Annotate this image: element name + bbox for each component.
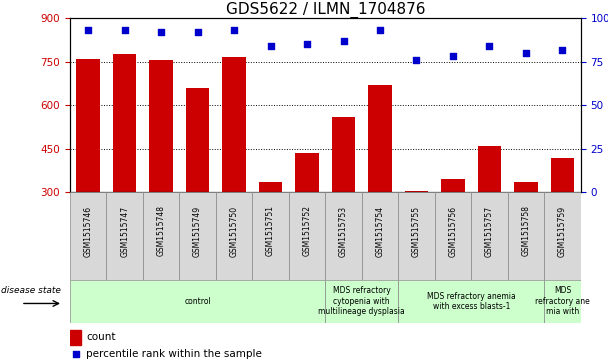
Point (71, 351, 80, 357)
Text: GSM1515751: GSM1515751 (266, 205, 275, 256)
Text: GSM1515747: GSM1515747 (120, 205, 129, 257)
FancyBboxPatch shape (435, 192, 471, 280)
Bar (295, 153, 319, 280)
Text: percentile rank within the sample: percentile rank within the sample (86, 350, 262, 359)
Text: MDS
refractory ane
mia with: MDS refractory ane mia with (535, 286, 590, 316)
Bar (70, 330, 81, 345)
Text: GSM1515758: GSM1515758 (522, 205, 530, 256)
FancyBboxPatch shape (106, 192, 143, 280)
Bar (76, 59, 100, 280)
Point (558, 46, 567, 52)
Text: GSM1515752: GSM1515752 (303, 205, 311, 256)
Text: GSM1515749: GSM1515749 (193, 205, 202, 257)
FancyBboxPatch shape (544, 280, 581, 323)
Text: MDS refractory anemia
with excess blasts-1: MDS refractory anemia with excess blasts… (427, 291, 516, 311)
FancyBboxPatch shape (508, 192, 544, 280)
FancyBboxPatch shape (143, 192, 179, 280)
Bar (441, 179, 465, 280)
FancyBboxPatch shape (216, 192, 252, 280)
Point (448, 54, 458, 60)
Point (120, 28, 130, 33)
Point (83, 28, 93, 33)
Point (375, 28, 385, 33)
Point (302, 41, 312, 47)
FancyBboxPatch shape (289, 192, 325, 280)
Text: GSM1515748: GSM1515748 (157, 205, 165, 256)
Bar (112, 54, 136, 280)
Text: GSM1515750: GSM1515750 (230, 205, 238, 257)
Bar (404, 191, 428, 280)
Text: GSM1515757: GSM1515757 (485, 205, 494, 257)
FancyBboxPatch shape (398, 280, 544, 323)
Bar (477, 146, 501, 280)
FancyBboxPatch shape (398, 192, 435, 280)
Text: count: count (86, 333, 116, 342)
Point (229, 28, 239, 33)
Point (339, 38, 348, 44)
Bar (222, 57, 246, 280)
FancyBboxPatch shape (70, 192, 106, 280)
FancyBboxPatch shape (362, 192, 398, 280)
Text: control: control (184, 297, 211, 306)
FancyBboxPatch shape (471, 192, 508, 280)
FancyBboxPatch shape (325, 192, 362, 280)
Text: GSM1515759: GSM1515759 (558, 205, 567, 257)
Text: GSM1515746: GSM1515746 (84, 205, 92, 257)
FancyBboxPatch shape (179, 192, 216, 280)
Bar (514, 182, 537, 280)
FancyBboxPatch shape (70, 280, 325, 323)
Point (156, 29, 166, 35)
Text: GSM1515753: GSM1515753 (339, 205, 348, 257)
Text: GSM1515755: GSM1515755 (412, 205, 421, 257)
Point (266, 43, 275, 49)
Point (521, 50, 531, 56)
FancyBboxPatch shape (325, 280, 398, 323)
Text: MDS refractory
cytopenia with
multilineage dysplasia: MDS refractory cytopenia with multilinea… (319, 286, 405, 316)
FancyBboxPatch shape (544, 192, 581, 280)
Point (193, 29, 202, 35)
Text: GSM1515754: GSM1515754 (376, 205, 384, 257)
Bar (149, 60, 173, 280)
Text: GSM1515756: GSM1515756 (449, 205, 457, 257)
Bar (331, 117, 355, 280)
Point (485, 43, 494, 49)
Bar (258, 182, 282, 280)
Bar (368, 85, 392, 280)
Title: GDS5622 / ILMN_1704876: GDS5622 / ILMN_1704876 (226, 2, 425, 18)
FancyBboxPatch shape (252, 192, 289, 280)
Bar (550, 158, 574, 280)
Point (412, 57, 421, 63)
Text: disease state: disease state (1, 286, 61, 295)
Bar (185, 88, 209, 280)
